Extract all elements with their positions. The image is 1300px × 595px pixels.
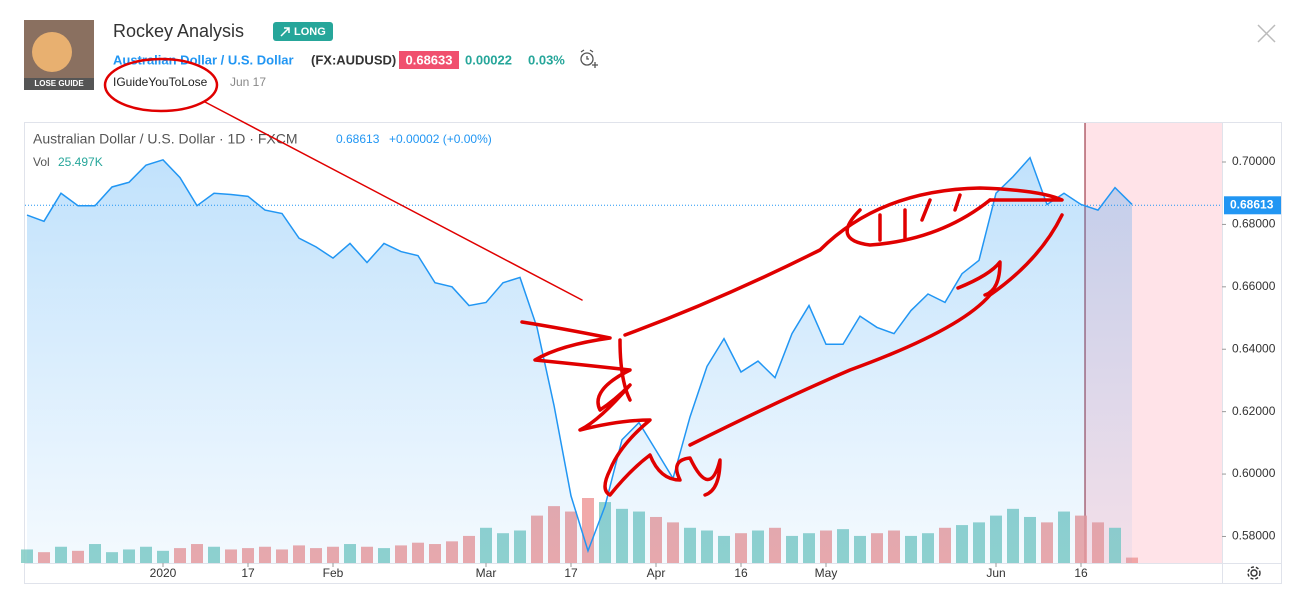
y-tick-label: 0.70000 (1232, 154, 1276, 168)
badge-text: LONG (294, 26, 326, 38)
arrow-icon (280, 27, 290, 37)
y-tick-label: 0.64000 (1232, 341, 1276, 355)
x-tick-label: 2020 (150, 566, 177, 580)
long-badge (273, 22, 333, 41)
y-tick-label: 0.66000 (1232, 279, 1276, 293)
price-area (27, 157, 1132, 563)
y-tick-label: 0.58000 (1232, 529, 1276, 543)
settings-icon[interactable] (1247, 566, 1261, 580)
last-price-badge (1224, 196, 1281, 215)
x-tick-label: 16 (734, 566, 748, 580)
drawing (103, 57, 1064, 497)
change: 0.00022 (465, 52, 512, 67)
last-price-label: 0.68613 (1230, 197, 1274, 211)
y-tick-label: 0.60000 (1232, 466, 1276, 480)
legend-value: 0.68613 (336, 132, 380, 146)
avatar-label: LOSE GUIDE (34, 79, 84, 88)
x-tick-label: May (815, 566, 838, 580)
y-tick-label: 0.68000 (1232, 217, 1276, 231)
volume-label: Vol (33, 155, 50, 169)
volume-value: 25.497K (58, 155, 103, 169)
symbol-link[interactable]: Australian Dollar / U.S. Dollar (113, 52, 294, 67)
price: 0.68633 (406, 52, 453, 67)
avatar-band (24, 78, 94, 90)
close-button[interactable] (1257, 24, 1276, 43)
alarm-icon[interactable] (580, 49, 598, 68)
avatar-face (32, 32, 72, 72)
idea-title: Rockey Analysis (113, 21, 244, 41)
y-tick-label: 0.62000 (1232, 404, 1276, 418)
plot: 0.58000 0.60000 0.62000 0.64000 0.66000 0.680… (21, 154, 1281, 580)
author[interactable]: IGuideYouToLose (113, 75, 208, 89)
date: Jun 17 (230, 75, 266, 89)
symbol-code: (FX:AUDUSD) (311, 52, 396, 67)
chart-frame (24, 122, 1282, 584)
x-tick-label: Jun (986, 566, 1005, 580)
x-tick-label: Mar (476, 566, 497, 580)
price-line (26, 156, 1133, 554)
legend-change: +0.00002 (+0.00%) (389, 132, 492, 146)
legend-title: Australian Dollar / U.S. Dollar · 1D · F… (33, 131, 298, 147)
price-badge (399, 51, 459, 69)
x-tick-label: 17 (564, 566, 578, 580)
change-pct: 0.03% (528, 52, 565, 67)
x-tick-label: Apr (647, 566, 666, 580)
x-tick-label: 17 (241, 566, 255, 580)
x-tick-label: 16 (1074, 566, 1088, 580)
x-tick-label: Feb (323, 566, 344, 580)
